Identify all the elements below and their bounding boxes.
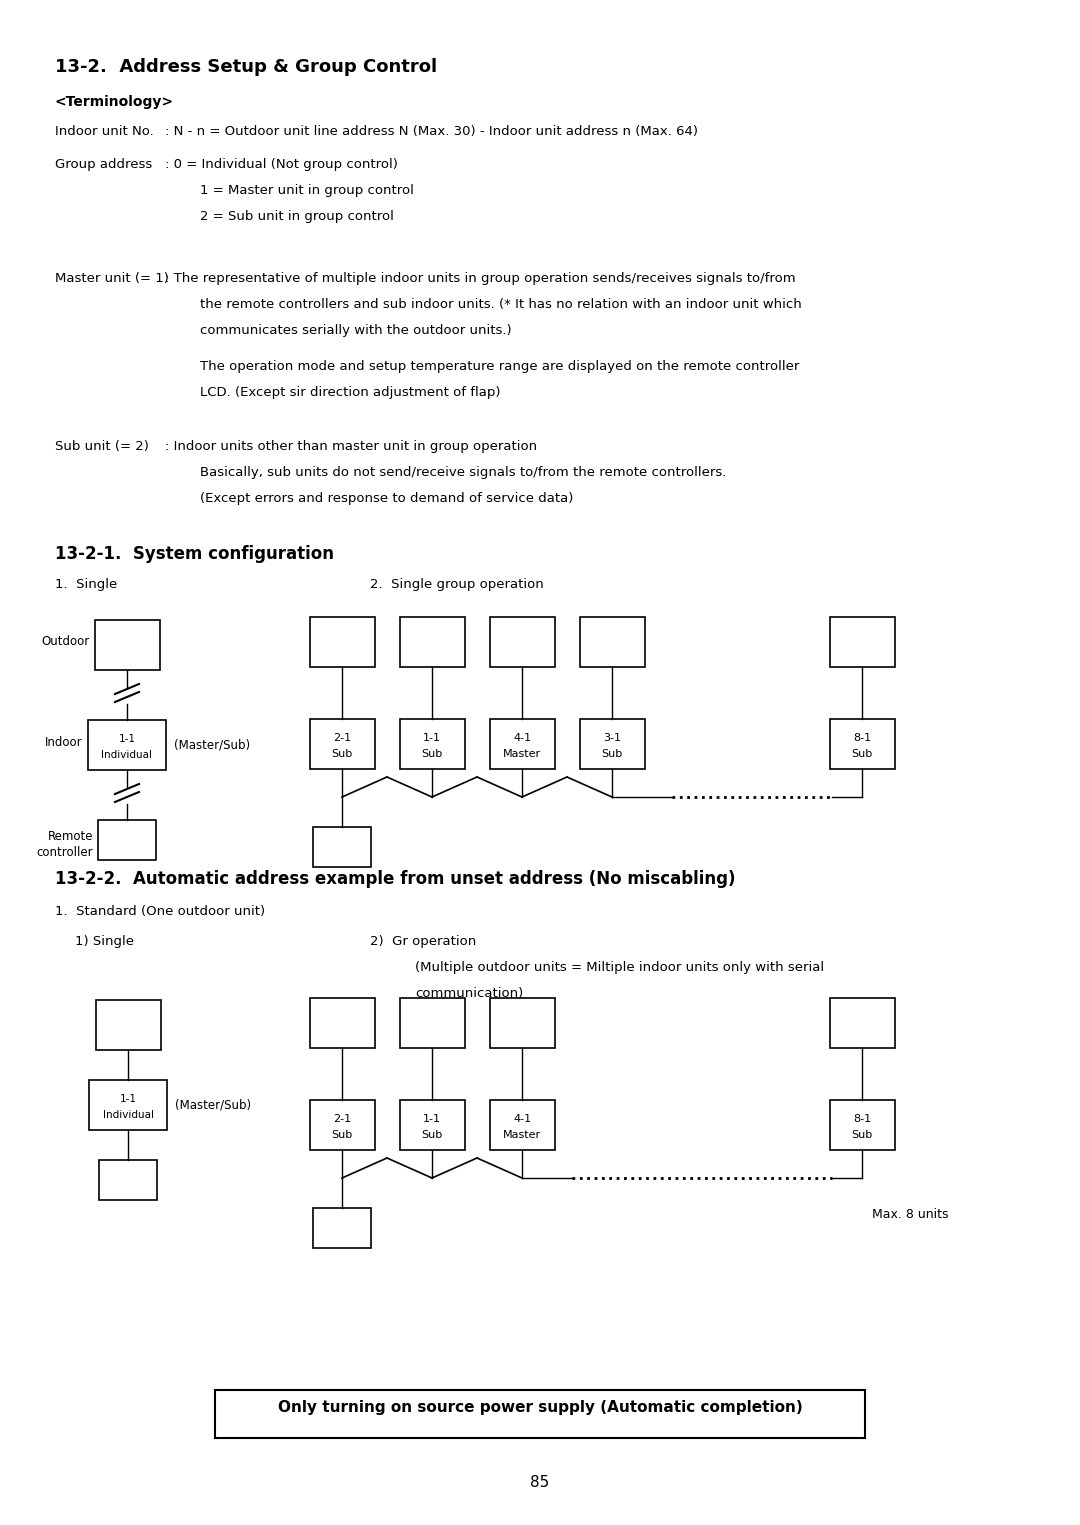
Bar (87, 720, 166, 770)
Text: Master: Master (503, 749, 541, 759)
Text: 4-1: 4-1 (513, 734, 531, 743)
Text: (Master/Sub): (Master/Sub) (174, 738, 251, 750)
Text: (Except errors and response to demand of service data): (Except errors and response to demand of… (200, 493, 573, 505)
Text: Master unit (= 1): Master unit (= 1) (55, 271, 168, 285)
Text: 13-2.  Address Setup & Group Control: 13-2. Address Setup & Group Control (55, 58, 437, 76)
Text: Basically, sub units do not send/receive signals to/from the remote controllers.: Basically, sub units do not send/receive… (200, 467, 727, 479)
Bar (215, 1389, 865, 1438)
Bar (831, 1100, 895, 1150)
Text: 2 = Sub unit in group control: 2 = Sub unit in group control (200, 210, 394, 223)
Text: : The representative of multiple indoor units in group operation sends/receives : : The representative of multiple indoor … (165, 271, 796, 285)
Bar (831, 618, 895, 666)
Text: 1-1: 1-1 (423, 734, 441, 743)
Text: (Multiple outdoor units = Miltiple indoor units only with serial: (Multiple outdoor units = Miltiple indoo… (415, 961, 824, 974)
Text: (Master/Sub): (Master/Sub) (175, 1098, 252, 1112)
Text: Sub: Sub (851, 1130, 873, 1141)
Bar (313, 827, 372, 868)
Text: 1-1: 1-1 (423, 1113, 441, 1124)
Bar (490, 1100, 555, 1150)
Text: The operation mode and setup temperature range are displayed on the remote contr: The operation mode and setup temperature… (200, 360, 799, 374)
Bar (313, 1208, 372, 1247)
Bar (400, 618, 465, 666)
Text: Only turning on source power supply (Automatic completion): Only turning on source power supply (Aut… (278, 1400, 802, 1415)
Text: : N - n = Outdoor unit line address N (Max. 30) - Indoor unit address n (Max. 64: : N - n = Outdoor unit line address N (M… (165, 125, 698, 137)
Bar (310, 1100, 375, 1150)
Text: 2-1: 2-1 (333, 734, 351, 743)
Text: Max. 8 units: Max. 8 units (872, 1208, 948, 1222)
Text: Sub: Sub (332, 1130, 353, 1141)
Text: communicates serially with the outdoor units.): communicates serially with the outdoor u… (200, 323, 512, 337)
Text: 8-1: 8-1 (853, 734, 872, 743)
Bar (99, 1161, 157, 1200)
Text: 85: 85 (530, 1475, 550, 1490)
Bar (580, 718, 645, 769)
Text: Sub: Sub (332, 749, 353, 759)
Text: Indoor unit No.: Indoor unit No. (55, 125, 153, 137)
Text: 13-2-1.  System configuration: 13-2-1. System configuration (55, 544, 334, 563)
Text: Sub unit (= 2): Sub unit (= 2) (55, 441, 149, 453)
Bar (490, 997, 555, 1048)
Bar (400, 1100, 465, 1150)
Bar (490, 718, 555, 769)
Text: Outdoor: Outdoor (42, 634, 90, 648)
Text: 1.  Standard (One outdoor unit): 1. Standard (One outdoor unit) (55, 904, 265, 918)
Text: Individual: Individual (103, 1110, 153, 1119)
Text: 1) Single: 1) Single (75, 935, 134, 949)
Text: 2)  Gr operation: 2) Gr operation (370, 935, 476, 949)
Bar (400, 997, 465, 1048)
Bar (310, 618, 375, 666)
Bar (831, 718, 895, 769)
Text: : Indoor units other than master unit in group operation: : Indoor units other than master unit in… (165, 441, 537, 453)
Bar (98, 820, 156, 860)
Text: LCD. (Except sir direction adjustment of flap): LCD. (Except sir direction adjustment of… (200, 386, 500, 400)
Text: controller: controller (37, 846, 93, 859)
Bar (96, 1000, 161, 1051)
Text: 8-1: 8-1 (853, 1113, 872, 1124)
Text: : 0 = Individual (Not group control): : 0 = Individual (Not group control) (165, 159, 397, 171)
Text: 1-1: 1-1 (120, 1093, 136, 1104)
Text: Sub: Sub (421, 749, 443, 759)
Text: communication): communication) (415, 987, 523, 1000)
Text: 2.  Single group operation: 2. Single group operation (370, 578, 543, 592)
Text: 1 = Master unit in group control: 1 = Master unit in group control (200, 185, 414, 197)
Bar (400, 718, 465, 769)
Text: Remote: Remote (48, 830, 93, 843)
Text: 1-1: 1-1 (119, 734, 135, 744)
Text: 3-1: 3-1 (603, 734, 621, 743)
Text: Sub: Sub (602, 749, 623, 759)
Text: Group address: Group address (55, 159, 152, 171)
Bar (310, 997, 375, 1048)
Text: Sub: Sub (851, 749, 873, 759)
Bar (310, 718, 375, 769)
Text: Individual: Individual (102, 750, 152, 759)
Bar (831, 997, 895, 1048)
Text: <Terminology>: <Terminology> (55, 95, 174, 108)
Bar (580, 618, 645, 666)
Text: 1.  Single: 1. Single (55, 578, 118, 592)
Text: 13-2-2.  Automatic address example from unset address (No miscabling): 13-2-2. Automatic address example from u… (55, 869, 735, 888)
Text: Master: Master (503, 1130, 541, 1141)
Text: Sub: Sub (421, 1130, 443, 1141)
Text: 4-1: 4-1 (513, 1113, 531, 1124)
Bar (89, 1080, 167, 1130)
Bar (490, 618, 555, 666)
Bar (95, 621, 160, 669)
Text: Indoor: Indoor (45, 737, 83, 749)
Text: the remote controllers and sub indoor units. (* It has no relation with an indoo: the remote controllers and sub indoor un… (200, 297, 801, 311)
Text: 2-1: 2-1 (333, 1113, 351, 1124)
